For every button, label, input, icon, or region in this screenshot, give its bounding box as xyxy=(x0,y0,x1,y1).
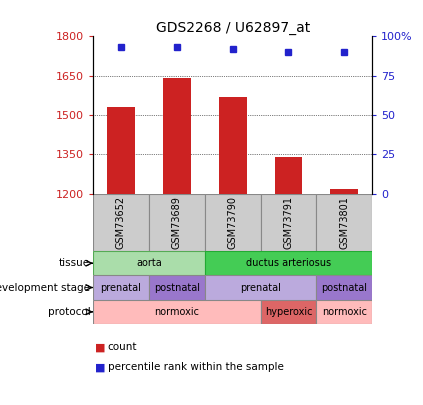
Bar xyxy=(316,300,372,324)
Text: postnatal: postnatal xyxy=(321,283,367,292)
Bar xyxy=(261,194,316,251)
Text: prenatal: prenatal xyxy=(240,283,281,292)
Text: normoxic: normoxic xyxy=(322,307,367,317)
Bar xyxy=(330,189,358,194)
Bar xyxy=(205,194,261,251)
Text: GSM73689: GSM73689 xyxy=(172,196,182,249)
Text: tissue: tissue xyxy=(59,258,90,268)
Bar xyxy=(149,275,205,300)
Title: GDS2268 / U62897_at: GDS2268 / U62897_at xyxy=(156,21,310,35)
Bar xyxy=(93,194,149,251)
Text: development stage: development stage xyxy=(0,283,90,292)
Text: GSM73801: GSM73801 xyxy=(339,196,349,249)
Text: hyperoxic: hyperoxic xyxy=(265,307,312,317)
Text: postnatal: postnatal xyxy=(154,283,200,292)
Bar xyxy=(93,251,205,275)
Text: GSM73791: GSM73791 xyxy=(283,196,294,249)
Text: count: count xyxy=(108,342,137,352)
Text: ductus arteriosus: ductus arteriosus xyxy=(246,258,331,268)
Bar xyxy=(93,300,261,324)
Bar xyxy=(93,275,149,300)
Text: normoxic: normoxic xyxy=(154,307,199,317)
Bar xyxy=(205,275,316,300)
Text: ■: ■ xyxy=(95,342,106,352)
Text: percentile rank within the sample: percentile rank within the sample xyxy=(108,362,284,373)
Bar xyxy=(149,194,205,251)
Bar xyxy=(219,97,247,194)
Text: GSM73652: GSM73652 xyxy=(116,196,126,249)
Bar xyxy=(205,251,372,275)
Bar xyxy=(107,107,135,194)
Text: prenatal: prenatal xyxy=(101,283,141,292)
Bar xyxy=(275,157,302,194)
Text: aorta: aorta xyxy=(136,258,162,268)
Text: GSM73790: GSM73790 xyxy=(228,196,238,249)
Bar xyxy=(316,194,372,251)
Bar xyxy=(261,300,316,324)
Bar xyxy=(316,275,372,300)
Text: protocol: protocol xyxy=(47,307,90,317)
Bar xyxy=(163,79,191,194)
Text: ■: ■ xyxy=(95,362,106,373)
